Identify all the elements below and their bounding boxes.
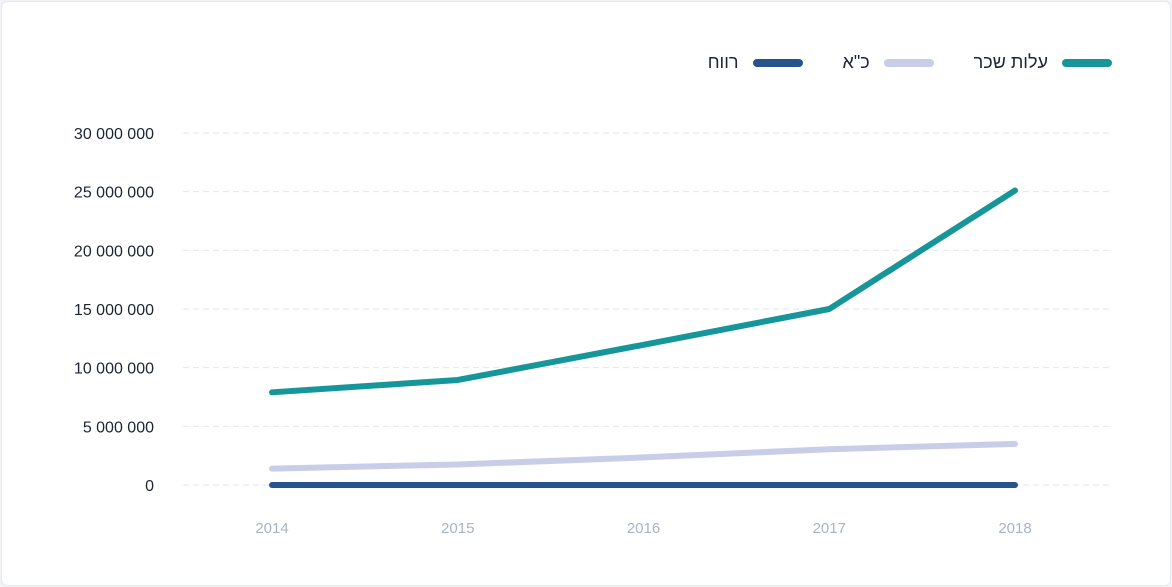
y-axis-ticks: 0 5 000 000 10 000 000 15 000 000 20 000 000…	[74, 126, 154, 495]
x-axis-ticks: 2014 2015 2016 2017 2018	[255, 520, 1031, 537]
series-lines	[269, 187, 1018, 488]
y-tick-label: 5 000 000	[83, 419, 154, 436]
series-line[interactable]	[269, 440, 1018, 472]
chart-legend: עלות שכר כ"א רווח	[668, 52, 1112, 73]
legend-swatch-manpower	[883, 58, 934, 67]
y-tick-label: 20 000 000	[74, 243, 154, 260]
x-tick-label: 2018	[998, 520, 1031, 537]
grid-lines	[183, 132, 1110, 486]
x-tick-label: 2015	[441, 520, 474, 537]
legend-swatch-profit	[752, 58, 803, 67]
legend-item-manpower[interactable]: כ"א	[843, 52, 934, 73]
y-tick-label: 0	[145, 478, 154, 495]
x-tick-label: 2014	[255, 520, 288, 537]
y-tick-label: 10 000 000	[74, 361, 154, 378]
x-tick-label: 2017	[813, 520, 846, 537]
y-tick-label: 15 000 000	[74, 302, 154, 319]
y-tick-label: 25 000 000	[74, 185, 154, 202]
legend-item-profit[interactable]: רווח	[708, 52, 803, 73]
y-tick-label: 30 000 000	[74, 126, 154, 143]
legend-label-profit: רווח	[707, 52, 739, 72]
legend-item-salary-cost[interactable]: עלות שכר	[974, 52, 1112, 73]
x-tick-label: 2016	[627, 520, 660, 537]
legend-label-manpower: כ"א	[842, 52, 870, 72]
series-line[interactable]	[269, 187, 1018, 396]
legend-swatch-salary-cost	[1062, 58, 1112, 67]
legend-label-salary-cost: עלות שכר	[973, 52, 1048, 72]
